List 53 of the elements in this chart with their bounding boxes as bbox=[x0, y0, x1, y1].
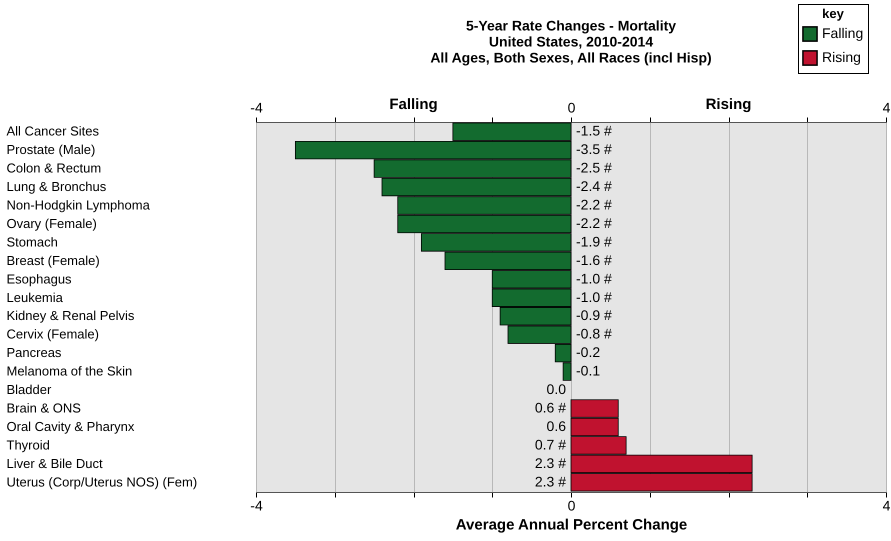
legend-label: Falling bbox=[822, 25, 864, 41]
y-tick-label: Cervix (Female) bbox=[6, 326, 99, 342]
y-tick-label: Stomach bbox=[6, 234, 58, 250]
y-tick-label: Oral Cavity & Pharynx bbox=[6, 418, 135, 434]
data-label: 0.6 bbox=[546, 418, 566, 434]
data-label: -0.8 # bbox=[576, 326, 612, 342]
y-tick-label: Non-Hodgkin Lymphoma bbox=[6, 198, 151, 213]
data-label: 0.0 bbox=[546, 381, 566, 398]
legend-label: Rising bbox=[822, 49, 861, 65]
y-tick-label: Prostate (Male) bbox=[6, 142, 96, 158]
data-label: 2.3 # bbox=[534, 473, 566, 490]
x2-tick-label: -4 bbox=[250, 100, 263, 116]
data-label: -1.9 # bbox=[576, 233, 612, 250]
y-tick-label: Liver & Bile Duct bbox=[6, 456, 103, 471]
y-tick-label: Pancreas bbox=[6, 345, 62, 360]
y-tick-label: Breast (Female) bbox=[6, 252, 100, 268]
data-label: -2.2 # bbox=[576, 196, 612, 213]
text: Falling bbox=[389, 96, 438, 113]
chart-title: 5-Year Rate Changes - Mortality United States, 2010-2014 All Ages, Both Sexes, All Races (incl Hisp) bbox=[430, 18, 712, 66]
data-label: -1.0 # bbox=[576, 270, 612, 286]
legend-title: key bbox=[822, 6, 845, 21]
x-tick-label: 0 bbox=[568, 498, 576, 514]
y-tick-label: Esophagus bbox=[6, 271, 72, 286]
data-label: -2.2 # bbox=[576, 214, 612, 231]
data-label: -0.1 bbox=[576, 362, 600, 379]
data-label: -1.6 # bbox=[576, 252, 612, 268]
data-label: -3.5 # bbox=[576, 141, 612, 158]
y-tick-label: Lung & Bronchus bbox=[6, 179, 107, 194]
data-label: -1.0 # bbox=[576, 288, 612, 305]
y-tick-label: Bladder bbox=[6, 382, 52, 398]
data-label: -2.5 # bbox=[576, 160, 612, 176]
y-tick-label: Melanoma of the Skin bbox=[6, 364, 132, 379]
x2-tick-label: 0 bbox=[568, 100, 576, 116]
text: Rising bbox=[706, 96, 752, 113]
x-tick-label: 4 bbox=[882, 498, 891, 514]
data-label: -1.5 # bbox=[576, 122, 612, 139]
y-tick-label: Thyroid bbox=[6, 437, 50, 452]
data-label: -0.2 bbox=[576, 344, 600, 360]
y-tick-label: All Cancer Sites bbox=[6, 124, 100, 139]
y-tick-label: Leukemia bbox=[6, 290, 64, 305]
data-label: 0.6 # bbox=[534, 399, 566, 416]
data-label: -2.4 # bbox=[576, 178, 612, 194]
data-label: -0.9 # bbox=[576, 307, 612, 324]
data-label: 0.7 # bbox=[534, 436, 566, 452]
data-label: 2.3 # bbox=[534, 454, 566, 471]
y-tick-label: Brain & ONS bbox=[6, 400, 82, 416]
x-axis-title: Average Annual Percent Change bbox=[456, 516, 688, 534]
y-tick-label: Ovary (Female) bbox=[6, 216, 97, 231]
x2-tick-label: 4 bbox=[882, 100, 891, 116]
x-tick-label: -4 bbox=[250, 498, 263, 514]
y-tick-label: Kidney & Renal Pelvis bbox=[6, 308, 135, 324]
y-tick-label: Colon & Rectum bbox=[6, 160, 102, 176]
y-tick-label: Uterus (Corp/Uterus NOS) (Fem) bbox=[6, 474, 198, 490]
